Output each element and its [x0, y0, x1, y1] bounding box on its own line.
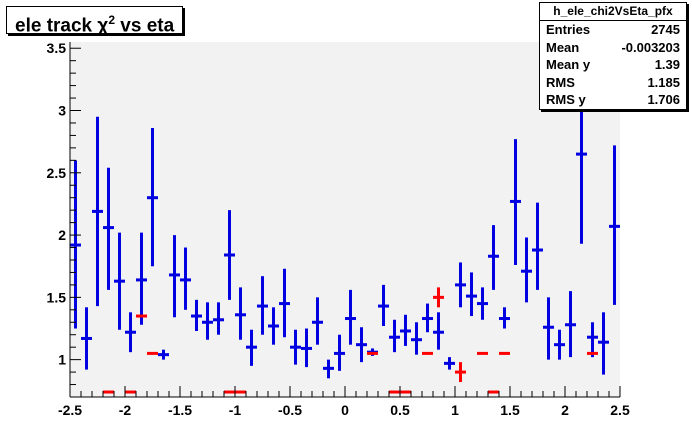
x-tick-label: 0.5 [390, 402, 410, 418]
data-point [554, 329, 565, 360]
data-point [213, 302, 224, 335]
data-point [114, 232, 125, 330]
axes: -2.5 -2 -1.5 -1 -0.5 0 0.5 1 1.5 2 2.5 1 1.5 2 2.5 3 3.5 [47, 40, 630, 418]
data-point [389, 319, 400, 353]
data-point [378, 284, 389, 326]
stats-value: -0.003203 [621, 39, 680, 55]
x-tick-label: -2 [119, 402, 132, 418]
x-tick-label: -1.5 [168, 402, 192, 418]
stats-label: RMS [546, 74, 575, 90]
data-point [543, 297, 554, 360]
x-tick-label: -1 [229, 402, 242, 418]
stats-row: Mean -0.003203 [540, 39, 686, 57]
data-point [158, 349, 169, 360]
x-tick-label: -2.5 [58, 402, 82, 418]
y-tick-label: 1.5 [47, 289, 67, 305]
data-point [334, 334, 345, 371]
data-point [488, 225, 499, 290]
data-point [180, 247, 191, 310]
data-point [587, 322, 598, 358]
data-point [191, 299, 202, 331]
data-point [510, 139, 521, 265]
stats-histogram-name: h_ele_chi2VsEta_pfx [540, 3, 686, 21]
stats-value: 1.706 [647, 92, 680, 108]
data-point [400, 314, 411, 346]
data-point [103, 167, 114, 290]
data-point [312, 297, 323, 345]
x-tick-label: -0.5 [278, 402, 302, 418]
stats-row: Mean y 1.39 [540, 56, 686, 74]
x-tick-label: 0 [341, 402, 349, 418]
y-tick-label: 1 [58, 352, 66, 368]
stats-label: Entries [546, 22, 591, 37]
stats-value: 2745 [651, 22, 680, 37]
stats-value: 1.39 [654, 57, 680, 73]
stats-rows: Entries 2745 Mean -0.003203 Mean y 1.39 RMS 1.1… [540, 21, 686, 109]
data-point [147, 127, 158, 267]
data-point [323, 359, 334, 379]
data-point [268, 307, 279, 345]
data-point [477, 287, 488, 320]
x-tick-label: 2.5 [610, 402, 630, 418]
data-point [257, 276, 268, 335]
data-point [290, 329, 301, 365]
plot-frame [70, 42, 620, 397]
data-point [279, 268, 290, 338]
y-tick-label: 2.5 [47, 165, 67, 181]
chart-title: ele track χ2 vs eta [6, 6, 184, 36]
data-marks [70, 60, 620, 394]
y-tick-label: 3 [58, 103, 66, 119]
data-point [92, 116, 103, 307]
data-point [444, 357, 455, 370]
stats-box: h_ele_chi2VsEta_pfx Entries 2745 Mean -0.00… [539, 2, 687, 110]
data-point [301, 328, 312, 368]
data-point [422, 303, 433, 333]
data-point [235, 287, 246, 340]
data-point [598, 312, 609, 375]
data-point [136, 232, 147, 325]
data-point [499, 307, 510, 329]
stats-row: RMS 1.185 [540, 74, 686, 92]
data-point [70, 160, 81, 329]
data-point [202, 302, 213, 340]
data-point [246, 329, 257, 366]
data-point [345, 289, 356, 345]
data-point [81, 307, 92, 370]
data-point [455, 262, 466, 308]
y-tick-label: 3.5 [47, 40, 67, 56]
data-point [224, 210, 235, 300]
data-point [609, 145, 620, 305]
data-point [433, 287, 444, 308]
stats-value: 1.185 [647, 74, 680, 90]
data-point [565, 291, 576, 358]
data-point [521, 237, 532, 303]
data-point [169, 235, 180, 318]
y-tick-label: 2 [58, 227, 66, 243]
x-tick-label: 1 [451, 402, 459, 418]
stats-row: RMS y 1.706 [540, 91, 686, 109]
data-point [532, 202, 543, 290]
stats-label: RMS y [546, 92, 586, 108]
stats-label: Mean [546, 39, 580, 55]
x-tick-label: 2 [561, 402, 569, 418]
stats-label: Mean y [546, 57, 591, 73]
data-point [466, 272, 477, 317]
data-point [433, 312, 444, 350]
data-point [125, 312, 136, 353]
data-point [411, 322, 422, 355]
data-point [356, 327, 367, 363]
x-tick-label: 1.5 [500, 402, 520, 418]
stats-row: Entries 2745 [540, 21, 686, 39]
data-point [455, 362, 466, 383]
